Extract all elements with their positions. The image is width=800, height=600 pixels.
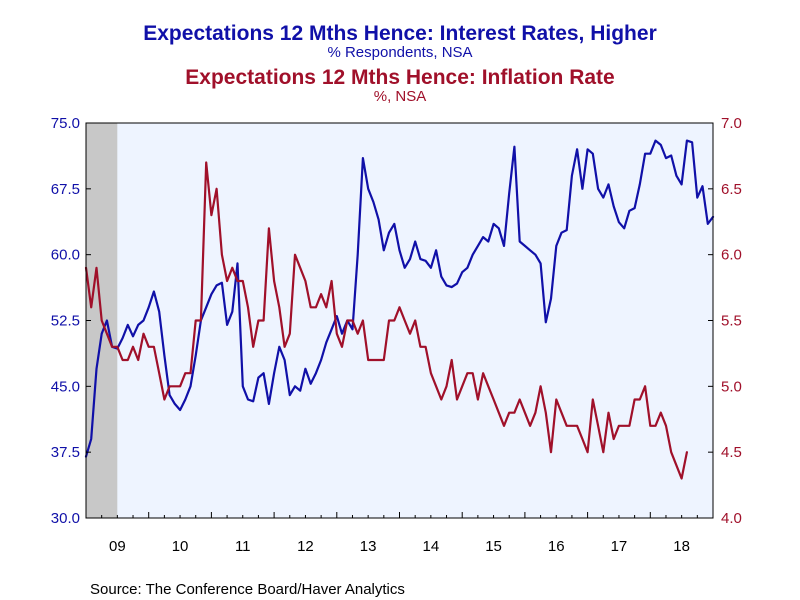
series-line-interest-rates	[84, 139, 715, 458]
x-tick-label: 15	[485, 538, 502, 555]
x-tick-label: 17	[611, 538, 628, 555]
series-line-inflation	[84, 161, 689, 480]
x-tick-label: 13	[360, 538, 377, 555]
chart-subtitle: % Respondents, NSA	[327, 44, 472, 61]
y-left-tick-label: 75.0	[51, 115, 80, 132]
x-tick-label: 16	[548, 538, 565, 555]
x-tick-label: 11	[235, 538, 251, 555]
y-right-tick-label: 5.0	[721, 378, 742, 395]
y-left-tick-label: 60.0	[51, 247, 80, 264]
y-right-tick-label: 6.0	[721, 247, 742, 264]
plot-area	[86, 123, 713, 518]
y-right-tick-label: 5.5	[721, 313, 742, 330]
axes: 75.0 67.5 60.0 52.5 45.0 37.5 30.0 7.0 6.5 6.0 5.5…	[51, 115, 742, 555]
y-left-tick-label: 30.0	[51, 510, 80, 527]
y-right-tick-label: 4.0	[721, 510, 742, 527]
series-layer	[84, 139, 715, 480]
y-right-tick-label: 4.5	[721, 444, 742, 461]
y-right-tick-label: 7.0	[721, 115, 742, 132]
source-note: Source: The Conference Board/Haver Analy…	[90, 581, 405, 598]
x-tick-label: 12	[297, 538, 314, 555]
chart-title-2: Expectations 12 Mths Hence: Inflation Ra…	[185, 66, 614, 89]
x-tick-label: 18	[673, 538, 690, 555]
y-left-tick-label: 52.5	[51, 313, 80, 330]
y-right-tick-label: 6.5	[721, 181, 742, 198]
chart-subtitle-2: %, NSA	[374, 88, 427, 105]
chart-title: Expectations 12 Mths Hence: Interest Rat…	[143, 22, 657, 45]
x-tick-label: 14	[423, 538, 440, 555]
y-left-tick-label: 45.0	[51, 378, 80, 395]
y-left-tick-label: 67.5	[51, 181, 80, 198]
x-tick-label: 10	[172, 538, 189, 555]
x-tick-label: 09	[109, 538, 126, 555]
y-left-tick-label: 37.5	[51, 444, 80, 461]
